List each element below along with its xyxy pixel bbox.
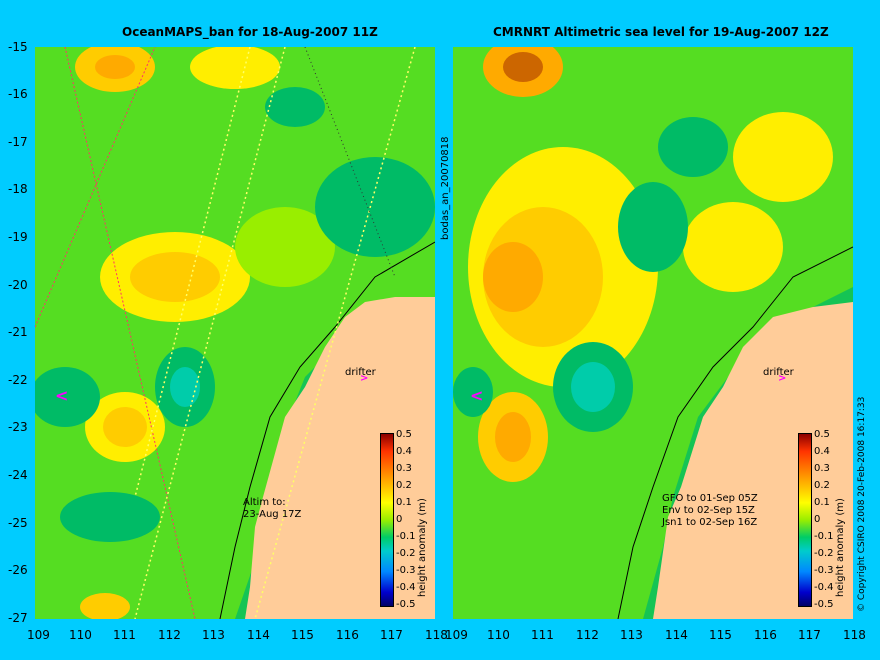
right-map xyxy=(453,47,853,619)
left-map xyxy=(35,47,435,619)
right-drifter-arrow-icon: > xyxy=(778,373,787,384)
x-tick-label: 116 xyxy=(754,628,777,642)
left-drifter-label: drifter xyxy=(345,367,376,378)
colorbar-tick: -0.4 xyxy=(396,582,416,593)
x-tick-label: 117 xyxy=(798,628,821,642)
x-tick-label: 113 xyxy=(202,628,225,642)
colorbar-tick: 0.4 xyxy=(396,446,412,457)
x-tick-label: 117 xyxy=(380,628,403,642)
y-tick-label: -22 xyxy=(8,373,28,387)
colorbar-tick: -0.5 xyxy=(396,599,416,610)
left-colorbar xyxy=(380,433,394,607)
colorbar-tick: 0.2 xyxy=(396,480,412,491)
left-drifter-arrow-icon: > xyxy=(360,373,369,384)
x-tick-label: 118 xyxy=(843,628,866,642)
colorbar-tick: 0 xyxy=(396,514,403,525)
y-tick-label: -19 xyxy=(8,230,28,244)
left-panel-title: OceanMAPS_ban for 18-Aug-2007 11Z xyxy=(122,25,378,39)
colorbar-tick: 0.5 xyxy=(814,429,830,440)
x-tick-label: 112 xyxy=(158,628,181,642)
right-marker-icon: < xyxy=(470,386,484,405)
y-tick-label: -17 xyxy=(8,135,28,149)
x-tick-label: 114 xyxy=(247,628,270,642)
left-marker-icon: < xyxy=(55,386,69,405)
x-tick-label: 118 xyxy=(425,628,448,642)
colorbar-tick: -0.4 xyxy=(814,582,834,593)
copyright-label: © Copyright CSIRO 2008 20-Feb-2008 16:17… xyxy=(857,396,867,612)
colorbar-tick: 0.2 xyxy=(814,480,830,491)
x-tick-label: 115 xyxy=(291,628,314,642)
colorbar-tick: -0.2 xyxy=(814,548,834,559)
y-tick-label: -15 xyxy=(8,40,28,54)
x-tick-label: 109 xyxy=(445,628,468,642)
x-tick-label: 109 xyxy=(27,628,50,642)
colorbar-tick: -0.1 xyxy=(396,531,416,542)
y-tick-label: -26 xyxy=(8,563,28,577)
colorbar-tick: 0.1 xyxy=(396,497,412,508)
right-drifter-label: drifter xyxy=(763,367,794,378)
colorbar-tick: -0.3 xyxy=(814,565,834,576)
y-tick-label: -21 xyxy=(8,325,28,339)
x-tick-label: 110 xyxy=(69,628,92,642)
x-tick-label: 114 xyxy=(665,628,688,642)
left-altim-note: Altim to: 23-Aug 17Z xyxy=(243,497,302,520)
y-tick-label: -18 xyxy=(8,182,28,196)
colorbar-tick: 0.4 xyxy=(814,446,830,457)
colorbar-tick: -0.3 xyxy=(396,565,416,576)
x-tick-label: 112 xyxy=(576,628,599,642)
colorbar-tick: 0.1 xyxy=(814,497,830,508)
x-tick-label: 116 xyxy=(336,628,359,642)
x-tick-label: 111 xyxy=(113,628,136,642)
y-tick-label: -20 xyxy=(8,278,28,292)
right-panel-title: CMRNRT Altimetric sea level for 19-Aug-2… xyxy=(493,25,829,39)
y-tick-label: -27 xyxy=(8,611,28,625)
x-tick-label: 113 xyxy=(620,628,643,642)
colorbar-tick: 0 xyxy=(814,514,821,525)
y-tick-label: -23 xyxy=(8,420,28,434)
right-colorbar-label: height anomaly (m) xyxy=(835,498,846,597)
run-id-label: bodas_an_20070818 xyxy=(440,136,451,240)
x-tick-label: 115 xyxy=(709,628,732,642)
y-tick-label: -16 xyxy=(8,87,28,101)
y-tick-label: -24 xyxy=(8,468,28,482)
right-colorbar xyxy=(798,433,812,607)
x-tick-label: 110 xyxy=(487,628,510,642)
colorbar-tick: 0.3 xyxy=(814,463,830,474)
right-satellite-note: GFO to 01-Sep 05Z Env to 02-Sep 15Z Jsn1… xyxy=(662,493,758,528)
colorbar-tick: -0.1 xyxy=(814,531,834,542)
colorbar-tick: 0.5 xyxy=(396,429,412,440)
colorbar-tick: -0.5 xyxy=(814,599,834,610)
x-tick-label: 111 xyxy=(531,628,554,642)
colorbar-tick: 0.3 xyxy=(396,463,412,474)
left-colorbar-label: height anomaly (m) xyxy=(417,498,428,597)
y-tick-label: -25 xyxy=(8,516,28,530)
colorbar-tick: -0.2 xyxy=(396,548,416,559)
